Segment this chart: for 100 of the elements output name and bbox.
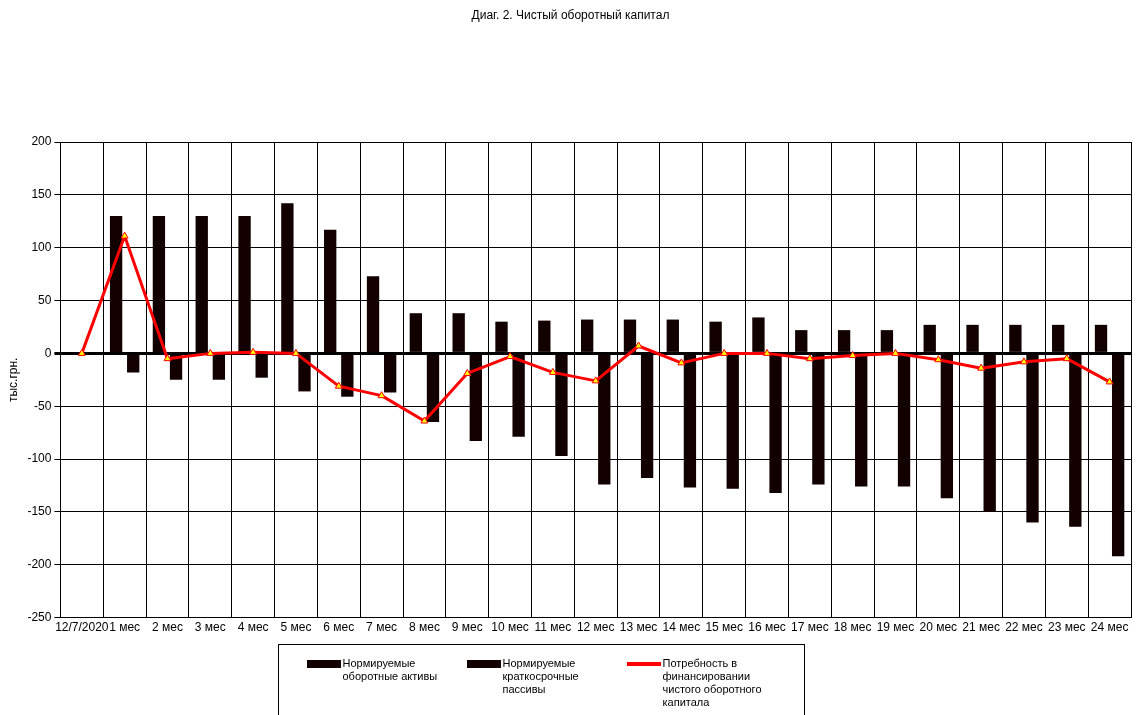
point <box>891 348 900 356</box>
point <box>1019 357 1028 365</box>
bar <box>983 354 996 512</box>
x-tick-label: 19 мес <box>876 620 915 635</box>
legend-label: Нормируемые оборотные активы <box>342 657 439 683</box>
point <box>463 368 472 376</box>
x-tick-label: 24 мес <box>1090 620 1129 635</box>
x-tick-label: 4 мес <box>237 620 269 635</box>
x-tick-label: 1 мес <box>109 620 141 635</box>
point <box>977 363 986 371</box>
x-tick-label: 3 мес <box>194 620 226 635</box>
point <box>1105 377 1114 385</box>
point <box>634 341 643 349</box>
chart-title: Диаг. 2. Чистый оборотный капитал <box>470 8 671 22</box>
bar <box>640 354 654 479</box>
x-tick-label: 9 мес <box>451 620 483 635</box>
bar <box>469 354 482 442</box>
bar <box>555 354 568 456</box>
bar <box>1094 324 1108 352</box>
bar <box>726 354 739 489</box>
point <box>506 352 515 360</box>
bar <box>452 313 465 352</box>
y-tick-label: 0 <box>44 345 52 360</box>
point <box>334 381 343 389</box>
x-tick-label: 7 мес <box>366 620 398 635</box>
bar <box>623 319 637 352</box>
bar <box>769 354 782 493</box>
x-tick-label: 2 мес <box>152 620 183 635</box>
x-tick-label: 8 мес <box>408 620 440 635</box>
y-tick-label: -200 <box>27 557 52 572</box>
bar <box>298 354 311 392</box>
bar <box>855 354 868 487</box>
bar <box>409 313 423 352</box>
y-tick-label: -100 <box>27 451 52 466</box>
x-tick-label: 13 мес <box>619 620 658 635</box>
bar <box>966 324 979 352</box>
y-axis-title: тыс.грн. <box>5 357 20 403</box>
point <box>377 391 386 399</box>
bar <box>538 320 551 352</box>
bar <box>1052 324 1065 352</box>
bar <box>195 215 208 352</box>
x-tick-label: 12/7/2020 <box>55 620 109 635</box>
point <box>763 348 771 356</box>
point <box>548 367 557 375</box>
legend-label: Потребность в финансировании чистого оборотного капитала <box>662 657 763 709</box>
bar <box>837 330 851 352</box>
point <box>120 231 129 239</box>
bar <box>940 354 954 499</box>
bar <box>238 215 251 352</box>
bar <box>152 215 166 352</box>
point <box>291 348 300 356</box>
point <box>249 347 258 355</box>
bar <box>281 203 294 352</box>
bar <box>127 354 140 373</box>
bar <box>426 354 440 423</box>
y-tick-label: 150 <box>31 187 52 202</box>
y-tick-label: -250 <box>27 609 52 624</box>
point <box>934 355 943 363</box>
bar <box>709 321 722 352</box>
bar <box>752 317 765 352</box>
bar <box>923 324 936 352</box>
x-tick-label: 21 мес <box>962 620 1000 635</box>
bar <box>666 319 679 352</box>
x-tick-label: 23 мес <box>1047 620 1086 635</box>
y-tick-label: 100 <box>31 240 52 254</box>
bar <box>580 319 594 352</box>
x-tick-label: 17 мес <box>791 620 829 635</box>
x-tick-label: 10 мес <box>491 620 529 635</box>
bar <box>812 354 825 485</box>
point <box>720 348 729 356</box>
bar <box>598 354 611 485</box>
x-tick-label: 22 мес <box>1005 620 1043 635</box>
x-tick-label: 20 мес <box>919 620 958 635</box>
y-tick-label: 50 <box>38 292 52 307</box>
bar <box>324 229 337 352</box>
bar <box>212 354 226 380</box>
bar <box>255 354 268 378</box>
bar <box>795 330 808 352</box>
y-tick-label: 200 <box>31 134 52 149</box>
bar <box>683 354 697 488</box>
bar <box>512 354 525 437</box>
bar <box>1069 354 1082 527</box>
bar <box>880 330 894 352</box>
point <box>163 354 172 362</box>
point <box>677 358 686 366</box>
point <box>848 350 857 358</box>
bar <box>383 354 397 393</box>
x-tick-label: 11 мес <box>534 620 572 635</box>
y-tick-label: -50 <box>34 398 52 413</box>
point <box>1062 354 1071 362</box>
bar <box>109 215 123 352</box>
x-tick-label: 6 мес <box>323 620 355 635</box>
x-tick-label: 18 мес <box>833 620 872 635</box>
point <box>805 354 814 362</box>
y-tick-label: -150 <box>27 504 52 519</box>
bar <box>495 321 508 352</box>
point <box>206 348 215 356</box>
point <box>77 348 86 356</box>
x-tick-label: 12 мес <box>576 620 615 635</box>
point <box>420 416 429 424</box>
